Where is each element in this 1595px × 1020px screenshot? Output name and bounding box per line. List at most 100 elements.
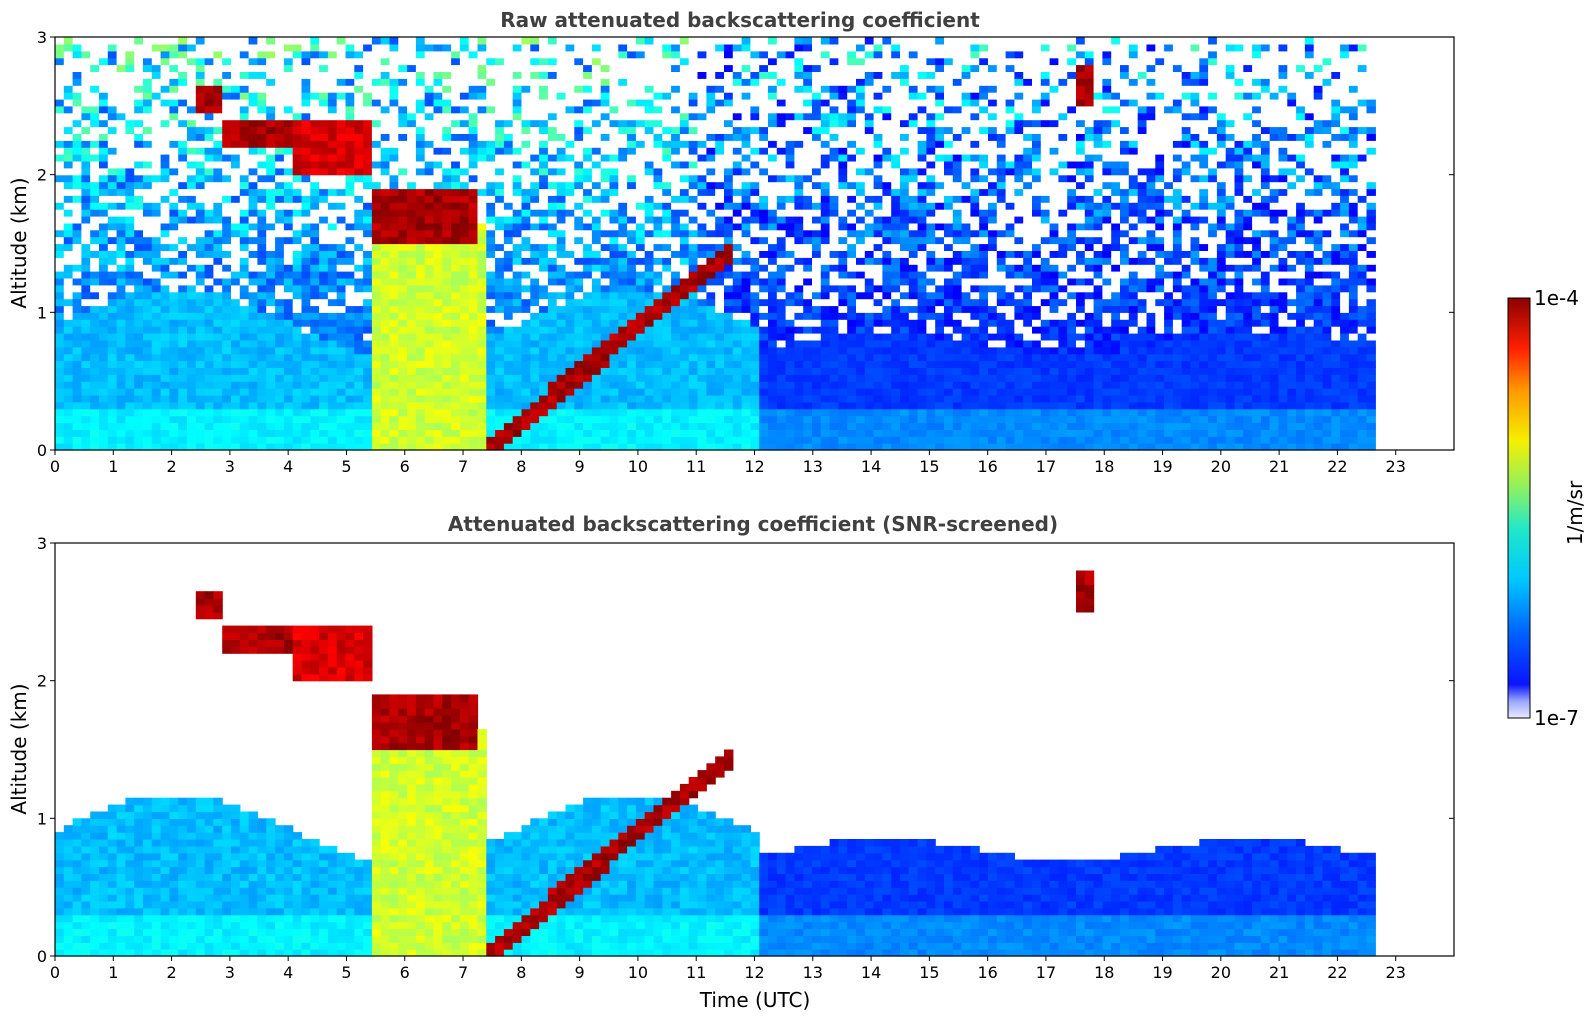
heatmap-cell bbox=[283, 85, 294, 93]
heatmap-cell bbox=[635, 339, 646, 348]
heatmap-cell bbox=[539, 64, 549, 72]
heatmap-cell bbox=[627, 319, 637, 327]
heatmap-cell bbox=[134, 195, 144, 203]
heatmap-cell bbox=[679, 401, 690, 410]
heatmap-cell bbox=[556, 229, 567, 238]
heatmap-cell bbox=[55, 271, 65, 279]
heatmap-cell bbox=[336, 401, 347, 410]
heatmap-cell bbox=[248, 353, 258, 362]
heatmap-cell bbox=[160, 188, 170, 196]
heatmap-cell bbox=[125, 188, 135, 196]
heatmap-cell bbox=[451, 333, 461, 341]
heatmap-cell bbox=[600, 429, 611, 437]
heatmap-cell bbox=[257, 339, 267, 348]
heatmap-cell bbox=[715, 154, 725, 162]
heatmap-cell bbox=[724, 291, 734, 300]
heatmap-cell bbox=[187, 112, 197, 121]
heatmap-cell bbox=[63, 78, 74, 86]
heatmap-cell bbox=[204, 353, 214, 362]
heatmap-cell bbox=[266, 443, 276, 451]
heatmap-cell bbox=[776, 319, 787, 327]
heatmap-cell bbox=[81, 360, 91, 368]
heatmap-cell bbox=[451, 160, 461, 169]
heatmap-cell bbox=[609, 85, 619, 93]
heatmap-cell bbox=[547, 229, 558, 238]
heatmap-cell bbox=[204, 147, 214, 155]
heatmap-cell bbox=[768, 43, 778, 52]
heatmap-cell bbox=[195, 291, 206, 300]
heatmap-cell bbox=[107, 112, 118, 121]
heatmap-cell bbox=[178, 133, 188, 141]
heatmap-cell bbox=[354, 436, 364, 444]
heatmap-cell bbox=[389, 112, 399, 121]
heatmap-cell bbox=[407, 133, 417, 141]
heatmap-cell bbox=[539, 394, 549, 403]
heatmap-cell bbox=[169, 195, 179, 203]
heatmap-cell bbox=[495, 37, 505, 45]
heatmap-cell bbox=[283, 443, 294, 451]
heatmap-cell bbox=[768, 229, 778, 238]
heatmap-cell bbox=[213, 216, 223, 224]
heatmap-cell bbox=[724, 229, 734, 238]
heatmap-cell bbox=[477, 229, 487, 238]
heatmap-cell bbox=[451, 346, 461, 355]
heatmap-cell bbox=[55, 154, 65, 162]
heatmap-cell bbox=[380, 133, 391, 141]
heatmap-cell bbox=[407, 436, 417, 444]
heatmap-cell bbox=[424, 181, 435, 190]
heatmap-cell bbox=[407, 50, 417, 59]
heatmap-cell bbox=[213, 174, 223, 183]
heatmap-cell bbox=[635, 147, 646, 155]
heatmap-cell bbox=[732, 312, 743, 320]
heatmap-cell bbox=[63, 408, 74, 417]
heatmap-cell bbox=[662, 243, 672, 251]
heatmap-cell bbox=[283, 346, 294, 355]
heatmap-cell bbox=[635, 429, 646, 437]
heatmap-cell bbox=[178, 326, 188, 334]
heatmap-cell bbox=[327, 271, 338, 279]
heatmap-cell bbox=[697, 367, 707, 375]
heatmap-cell bbox=[600, 119, 611, 128]
heatmap-cell bbox=[363, 112, 373, 121]
heatmap-cell bbox=[398, 195, 408, 203]
heatmap-cell bbox=[389, 408, 399, 417]
heatmap-cell bbox=[732, 216, 743, 224]
heatmap-cell bbox=[697, 105, 707, 114]
heatmap-cell bbox=[627, 71, 637, 79]
heatmap-cell bbox=[750, 243, 760, 251]
heatmap-cell bbox=[662, 353, 672, 362]
heatmap-cell bbox=[116, 222, 126, 231]
heatmap-cell bbox=[283, 167, 294, 176]
heatmap-cell bbox=[371, 209, 382, 217]
heatmap-cell bbox=[521, 408, 531, 417]
heatmap-cell bbox=[486, 188, 496, 196]
heatmap-cell bbox=[63, 126, 74, 134]
heatmap-cell bbox=[609, 250, 619, 258]
heatmap-cell bbox=[231, 436, 241, 444]
heatmap-cell bbox=[90, 436, 100, 444]
heatmap-cell bbox=[556, 126, 567, 134]
heatmap-cell bbox=[547, 174, 558, 183]
heatmap-cell bbox=[715, 333, 725, 341]
heatmap-cell bbox=[107, 319, 118, 327]
heatmap-cell bbox=[503, 436, 514, 444]
heatmap-cell bbox=[724, 429, 734, 437]
heatmap-cell bbox=[741, 154, 751, 162]
heatmap-cell bbox=[336, 112, 347, 121]
heatmap-cell bbox=[371, 353, 382, 362]
heatmap-cell bbox=[231, 85, 241, 93]
heatmap-cell bbox=[741, 174, 751, 183]
heatmap-cell bbox=[741, 147, 751, 155]
heatmap-cell bbox=[116, 305, 126, 313]
heatmap-cell bbox=[398, 209, 408, 217]
heatmap-cell bbox=[459, 305, 470, 313]
heatmap-cell bbox=[503, 119, 514, 128]
heatmap-cell bbox=[301, 291, 311, 300]
heatmap-cell bbox=[521, 333, 531, 341]
heatmap-cell bbox=[327, 202, 338, 210]
heatmap-cell bbox=[415, 140, 426, 148]
heatmap-cell bbox=[477, 105, 487, 114]
heatmap-cell bbox=[319, 209, 329, 217]
heatmap-cell bbox=[398, 43, 408, 52]
heatmap-cell bbox=[644, 250, 655, 258]
